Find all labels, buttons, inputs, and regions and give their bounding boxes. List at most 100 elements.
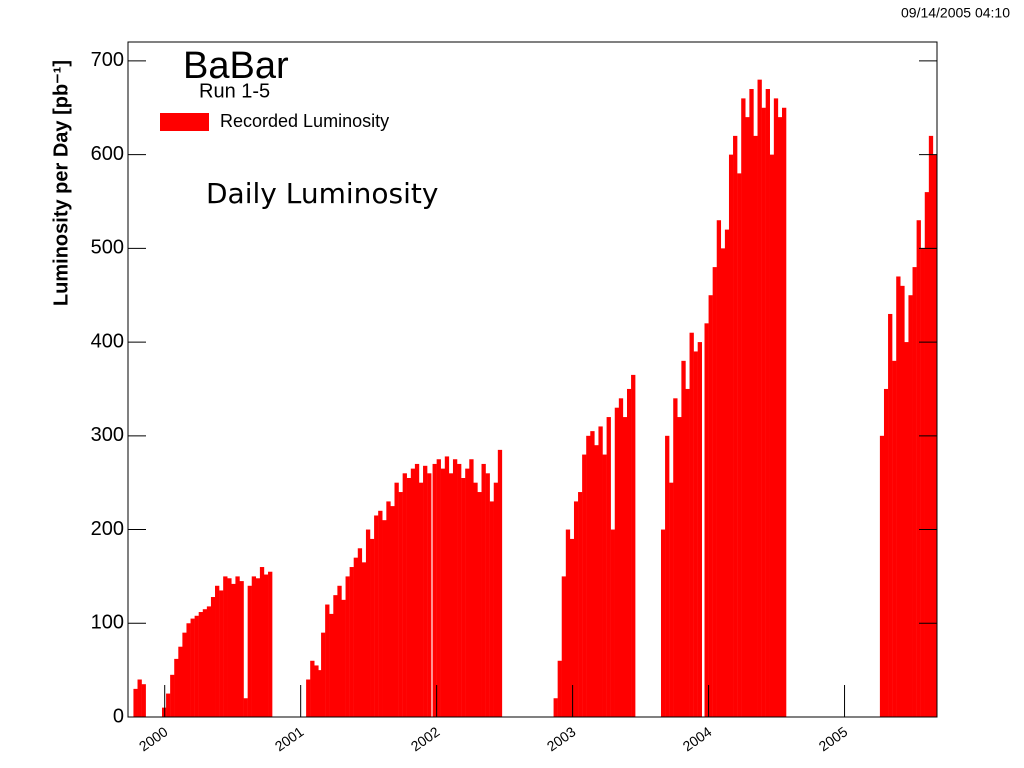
bar: [892, 360, 897, 717]
bar: [689, 332, 694, 717]
bar: [178, 646, 183, 717]
bar: [781, 107, 787, 717]
bar: [602, 454, 607, 717]
bar: [631, 374, 636, 717]
bar: [198, 612, 204, 717]
x-tick-label: 2004: [680, 723, 715, 754]
y-tick-label: 500: [91, 237, 124, 259]
bar: [928, 135, 934, 717]
bar: [724, 229, 730, 717]
bar: [255, 578, 261, 717]
bar: [626, 388, 632, 717]
bar: [728, 154, 734, 718]
bar: [489, 501, 494, 717]
bar: [341, 599, 346, 717]
bar: [436, 459, 441, 717]
bar: [573, 501, 579, 717]
bar: [133, 688, 138, 717]
legend-label: Recorded Luminosity: [220, 111, 389, 131]
bar: [378, 510, 383, 717]
bar: [321, 632, 326, 717]
bar: [557, 660, 562, 717]
bar: [166, 693, 171, 717]
annotation: Daily Luminosity: [206, 177, 438, 210]
bar: [310, 660, 315, 717]
bar: [223, 576, 228, 717]
bar: [243, 698, 248, 717]
bar: [753, 135, 758, 717]
bar: [594, 445, 599, 717]
bar: [444, 456, 450, 717]
bar: [469, 459, 474, 717]
bar: [590, 431, 595, 717]
bar: [660, 529, 666, 717]
bar: [879, 435, 885, 717]
bar: [137, 679, 142, 717]
x-tick-label: 2000: [136, 723, 171, 754]
bar: [912, 267, 917, 717]
bar: [769, 154, 775, 718]
x-tick-label: 2001: [272, 723, 307, 754]
bar: [215, 585, 220, 717]
bar: [406, 477, 412, 717]
bar: [357, 548, 363, 717]
bar: [190, 618, 195, 717]
bar: [186, 623, 191, 717]
bar: [410, 468, 416, 717]
bar: [239, 581, 244, 717]
bar: [227, 578, 232, 717]
bar: [219, 590, 224, 717]
bar: [259, 567, 265, 717]
y-tick-label: 600: [91, 143, 124, 165]
bar: [398, 492, 403, 717]
bar: [481, 463, 486, 717]
bar: [708, 295, 713, 717]
bar: [235, 576, 240, 717]
bar: [477, 492, 482, 717]
y-tick-label: 700: [91, 49, 124, 71]
bar: [337, 585, 342, 717]
bar: [578, 492, 583, 717]
bar: [924, 192, 930, 717]
bar: [461, 477, 466, 717]
bar: [202, 609, 208, 717]
bar: [423, 465, 428, 717]
bar: [920, 248, 925, 717]
bar: [773, 98, 779, 718]
bar: [720, 248, 726, 717]
bar: [733, 135, 738, 717]
bar: [614, 407, 620, 717]
bar: [916, 220, 921, 717]
bar: [345, 576, 350, 717]
bar: [765, 89, 770, 718]
bar: [263, 574, 269, 717]
bar: [741, 98, 746, 718]
bar: [757, 79, 762, 718]
bar: [716, 220, 722, 717]
bar: [673, 398, 678, 717]
bar: [394, 482, 399, 717]
bar: [161, 707, 167, 717]
y-tick-label: 200: [91, 518, 124, 540]
bar: [365, 529, 371, 717]
bar: [329, 613, 334, 717]
bar: [761, 107, 766, 717]
bar: [569, 538, 575, 717]
bar: [251, 576, 257, 717]
legend-swatch: [160, 113, 209, 131]
chart-subtitle: Run 1-5: [199, 80, 270, 102]
bar: [606, 417, 611, 717]
bar: [697, 342, 702, 717]
bar: [390, 506, 395, 717]
bar: [353, 557, 359, 717]
plot-frame: [127, 41, 938, 718]
bar: [561, 576, 567, 717]
y-tick-label: 0: [113, 705, 124, 727]
bar: [908, 295, 913, 717]
bar: [174, 658, 179, 717]
bar: [141, 684, 146, 717]
bar: [349, 567, 354, 717]
bar: [904, 342, 909, 717]
bar: [231, 583, 236, 717]
